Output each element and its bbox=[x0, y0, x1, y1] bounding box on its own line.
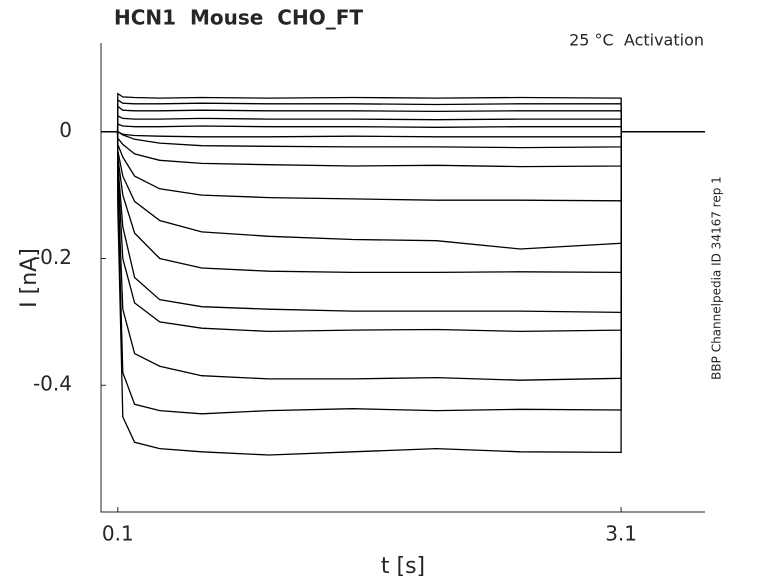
annotation: 25 °C Activation bbox=[569, 31, 704, 50]
trace bbox=[101, 114, 705, 133]
trace bbox=[101, 105, 705, 133]
trace bbox=[101, 131, 705, 274]
x-tick-label: 3.1 bbox=[605, 522, 637, 546]
chart-title: HCN1 Mouse CHO_FT bbox=[114, 6, 363, 30]
axis-frame bbox=[100, 43, 705, 513]
trace bbox=[101, 131, 705, 456]
y-tick-label: -0.4 bbox=[33, 372, 72, 396]
side-label: BBP Channelpedia ID 34167 rep 1 bbox=[710, 176, 724, 380]
trace bbox=[101, 131, 705, 149]
trace bbox=[101, 131, 705, 333]
trace bbox=[101, 123, 705, 133]
trace bbox=[101, 131, 705, 168]
trace bbox=[101, 131, 705, 381]
y-axis-label: I [nA] bbox=[17, 248, 42, 308]
trace bbox=[101, 98, 705, 133]
trace bbox=[101, 131, 705, 138]
x-axis-label: t [s] bbox=[381, 554, 425, 579]
trace bbox=[101, 131, 705, 314]
y-tick-label: -0.2 bbox=[33, 245, 72, 269]
x-tick-label: 0.1 bbox=[102, 522, 134, 546]
y-tick-label: 0 bbox=[59, 118, 72, 142]
trace bbox=[101, 131, 705, 250]
trace bbox=[101, 92, 705, 133]
trace bbox=[101, 131, 705, 202]
